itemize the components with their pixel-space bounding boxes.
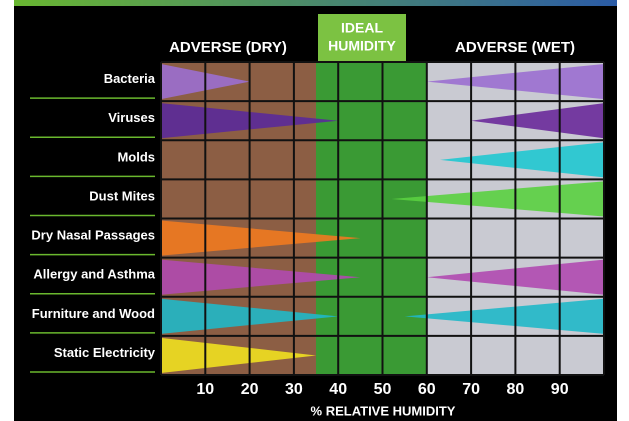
x-tick-label: 20 xyxy=(241,381,259,398)
chart: ADVERSE (DRY) IDEAL HUMIDITY ADVERSE (WE… xyxy=(0,0,629,421)
x-tick-label: 60 xyxy=(418,381,436,398)
row-label: Furniture and Wood xyxy=(32,306,155,321)
x-tick-label: 30 xyxy=(285,381,303,398)
row-label: Viruses xyxy=(108,110,155,125)
x-tick-label: 10 xyxy=(196,381,214,398)
right-margin xyxy=(617,0,629,421)
x-tick-label: 80 xyxy=(507,381,525,398)
row-label: Dust Mites xyxy=(89,188,155,203)
x-tick-label: 70 xyxy=(462,381,480,398)
ideal-header: IDEAL xyxy=(341,20,383,36)
wet-header: ADVERSE (WET) xyxy=(455,39,575,56)
dry-header: ADVERSE (DRY) xyxy=(169,39,287,56)
x-tick-label: 40 xyxy=(329,381,347,398)
row-label: Molds xyxy=(117,149,155,164)
row-label: Dry Nasal Passages xyxy=(31,228,155,243)
left-margin xyxy=(0,0,14,421)
ideal-header: HUMIDITY xyxy=(328,38,396,54)
x-tick-label: 50 xyxy=(374,381,392,398)
top-bar xyxy=(0,0,629,6)
x-tick-label: 90 xyxy=(551,381,569,398)
x-axis-label: % RELATIVE HUMIDITY xyxy=(311,403,456,418)
row-label: Static Electricity xyxy=(54,345,156,360)
row-label: Allergy and Asthma xyxy=(33,267,155,282)
row-label: Bacteria xyxy=(104,71,156,86)
